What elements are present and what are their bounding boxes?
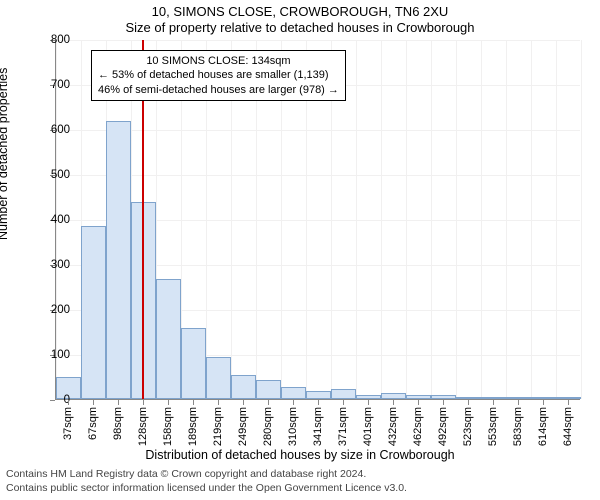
annotation-box: 10 SIMONS CLOSE: 134sqm← 53% of detached… [91, 50, 346, 101]
xtick-mark [343, 400, 344, 405]
xtick-label: 583sqm [512, 407, 524, 446]
gridline-h [56, 130, 580, 131]
xtick-mark [318, 400, 319, 405]
xtick-mark [468, 400, 469, 405]
xtick-mark [193, 400, 194, 405]
annotation-line: 10 SIMONS CLOSE: 134sqm [98, 54, 339, 68]
xtick-label: 249sqm [237, 407, 249, 446]
annotation-line: ← 53% of detached houses are smaller (1,… [98, 68, 339, 82]
xtick-label: 644sqm [562, 407, 574, 446]
histogram-bar [181, 328, 206, 399]
histogram-bar [381, 393, 406, 399]
xtick-label: 219sqm [212, 407, 224, 446]
histogram-bar [281, 387, 306, 399]
xtick-mark [493, 400, 494, 405]
footer-line-1: Contains HM Land Registry data © Crown c… [6, 468, 366, 480]
xtick-label: 98sqm [112, 407, 124, 440]
xtick-label: 128sqm [137, 407, 149, 446]
gridline-v [456, 40, 457, 399]
xtick-label: 401sqm [362, 407, 374, 446]
xtick-mark [143, 400, 144, 405]
ytick-label: 300 [30, 259, 70, 271]
xtick-mark [543, 400, 544, 405]
gridline-h [56, 40, 580, 41]
gridline-h [56, 175, 580, 176]
gridline-v [581, 40, 582, 399]
gridline-v [406, 40, 407, 399]
x-axis-label: Distribution of detached houses by size … [0, 448, 600, 462]
xtick-mark [168, 400, 169, 405]
xtick-mark [243, 400, 244, 405]
xtick-mark [68, 400, 69, 405]
annotation-line: 46% of semi-detached houses are larger (… [98, 83, 339, 97]
xtick-label: 523sqm [462, 407, 474, 446]
plot-area: 10 SIMONS CLOSE: 134sqm← 53% of detached… [55, 40, 580, 400]
ytick-label: 800 [30, 34, 70, 46]
histogram-bar [556, 397, 581, 399]
xtick-mark [568, 400, 569, 405]
xtick-mark [368, 400, 369, 405]
xtick-mark [518, 400, 519, 405]
xtick-label: 189sqm [187, 407, 199, 446]
ytick-label: 600 [30, 124, 70, 136]
gridline-v [531, 40, 532, 399]
gridline-v [556, 40, 557, 399]
histogram-bar [506, 397, 531, 399]
histogram-bar [481, 397, 506, 399]
ytick-label: 200 [30, 304, 70, 316]
footer-line-2: Contains public sector information licen… [6, 482, 407, 494]
ytick-label: 700 [30, 79, 70, 91]
ytick-label: 500 [30, 169, 70, 181]
gridline-v [481, 40, 482, 399]
xtick-label: 371sqm [337, 407, 349, 446]
gridline-v [381, 40, 382, 399]
xtick-mark [93, 400, 94, 405]
gridline-v [431, 40, 432, 399]
y-axis-label: Number of detached properties [0, 68, 10, 240]
ytick-label: 0 [30, 394, 70, 406]
xtick-label: 614sqm [537, 407, 549, 446]
xtick-mark [443, 400, 444, 405]
xtick-mark [268, 400, 269, 405]
xtick-label: 341sqm [312, 407, 324, 446]
xtick-label: 158sqm [162, 407, 174, 446]
histogram-bar [531, 397, 556, 399]
histogram-bar [406, 395, 431, 400]
ytick-label: 100 [30, 349, 70, 361]
xtick-label: 432sqm [387, 407, 399, 446]
histogram-bar [156, 279, 181, 399]
gridline-v [356, 40, 357, 399]
xtick-mark [393, 400, 394, 405]
histogram-bar [106, 121, 131, 399]
xtick-mark [218, 400, 219, 405]
xtick-label: 67sqm [87, 407, 99, 440]
histogram-bar [231, 375, 256, 399]
property-size-chart: 10, SIMONS CLOSE, CROWBOROUGH, TN6 2XU S… [0, 0, 600, 500]
chart-title-main: 10, SIMONS CLOSE, CROWBOROUGH, TN6 2XU [0, 4, 600, 19]
xtick-label: 462sqm [412, 407, 424, 446]
histogram-bar [256, 380, 281, 399]
histogram-bar [356, 395, 381, 400]
histogram-bar [206, 357, 231, 399]
xtick-label: 37sqm [62, 407, 74, 440]
histogram-bar [456, 397, 481, 399]
xtick-label: 492sqm [437, 407, 449, 446]
xtick-label: 310sqm [287, 407, 299, 446]
ytick-label: 400 [30, 214, 70, 226]
histogram-bar [81, 226, 106, 399]
histogram-bar [306, 391, 331, 399]
xtick-label: 553sqm [487, 407, 499, 446]
gridline-v [506, 40, 507, 399]
xtick-mark [293, 400, 294, 405]
histogram-bar [331, 389, 356, 399]
xtick-mark [118, 400, 119, 405]
xtick-mark [418, 400, 419, 405]
chart-title-sub: Size of property relative to detached ho… [0, 20, 600, 35]
histogram-bar [431, 395, 456, 399]
xtick-label: 280sqm [262, 407, 274, 446]
